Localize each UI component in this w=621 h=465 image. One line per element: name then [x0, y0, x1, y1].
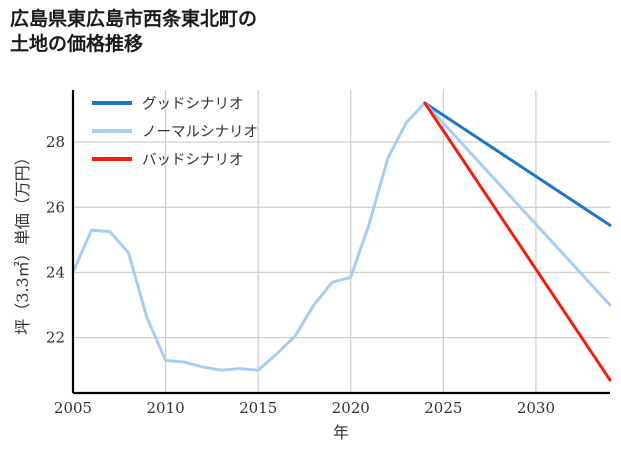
x-tick-label: 2030: [517, 399, 555, 417]
x-tick-label: 2010: [146, 399, 184, 417]
data-line-バッドシナリオ: [423, 101, 612, 382]
data-line-ノーマルシナリオ: [71, 101, 612, 372]
y-tick-label: 22: [46, 329, 65, 347]
y-axis-tick-labels: 22 24 26 28: [46, 133, 65, 346]
x-tick-label: 2020: [332, 399, 370, 417]
x-tick-label: 2005: [54, 399, 92, 417]
y-tick-label: 26: [46, 198, 65, 216]
y-axis-label: 坪（3.3㎡）単価（万円）: [13, 149, 32, 334]
x-tick-label: 2025: [424, 399, 462, 417]
y-tick-label: 24: [46, 263, 65, 281]
chart-title: 広島県東広島市西条東北町の 土地の価格推移: [10, 9, 258, 56]
data-series-group: [71, 101, 612, 382]
legend-label: バッドシナリオ: [142, 153, 244, 169]
legend-label: ノーマルシナリオ: [142, 125, 258, 141]
x-tick-label: 2015: [239, 399, 277, 417]
data-line-グッドシナリオ: [423, 101, 612, 227]
y-tick-label: 28: [46, 133, 65, 151]
axis-lines: [71, 90, 610, 395]
x-axis-tick-labels: 2005 2010 2015 2020 2025 2030: [54, 399, 555, 417]
legend-label: グッドシナリオ: [142, 96, 244, 113]
x-axis-label: 年: [333, 423, 349, 442]
